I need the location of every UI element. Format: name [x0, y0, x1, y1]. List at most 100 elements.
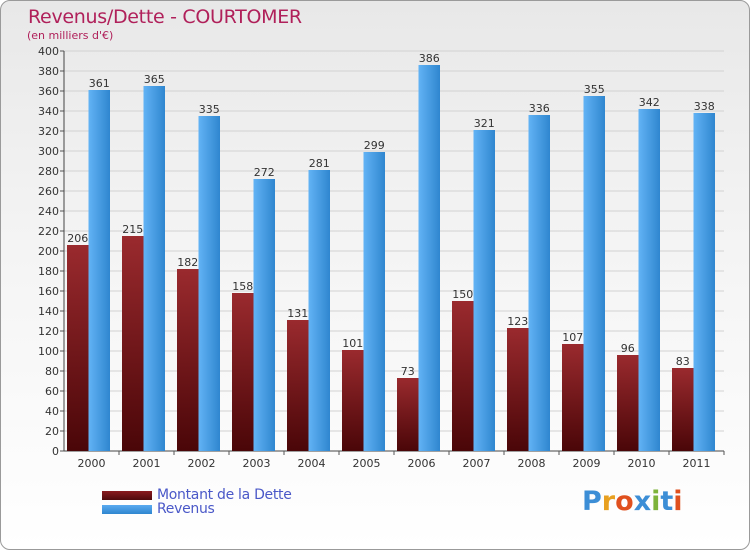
legend-label-revenue: Revenus [157, 501, 215, 517]
y-tick-label: 80 [45, 365, 59, 378]
y-tick-label: 340 [38, 105, 59, 118]
data-label-debt: 73 [401, 365, 415, 378]
bar-revenue [528, 115, 550, 451]
x-tick-label: 2001 [133, 457, 161, 470]
data-label-debt: 158 [232, 280, 253, 293]
y-tick-label: 260 [38, 185, 59, 198]
bar-revenue [198, 116, 220, 451]
data-label-debt: 182 [177, 256, 198, 269]
y-tick-label: 400 [38, 45, 59, 58]
y-tick-label: 20 [45, 425, 59, 438]
y-tick-label: 380 [38, 65, 59, 78]
legend-swatch-revenue [102, 504, 152, 514]
y-tick-label: 200 [38, 245, 59, 258]
data-label-debt: 131 [287, 307, 308, 320]
x-tick-label: 2004 [298, 457, 326, 470]
data-label-revenue: 355 [584, 83, 605, 96]
data-label-debt: 206 [67, 232, 88, 245]
bar-debt [232, 293, 254, 451]
data-label-revenue: 342 [639, 96, 660, 109]
y-tick-label: 180 [38, 265, 59, 278]
bar-revenue [693, 113, 715, 451]
bar-debt [287, 320, 309, 451]
y-tick-label: 280 [38, 165, 59, 178]
x-tick-label: 2010 [628, 457, 656, 470]
data-label-debt: 150 [452, 288, 473, 301]
y-tick-label: 60 [45, 385, 59, 398]
data-label-revenue: 272 [254, 166, 275, 179]
data-label-revenue: 365 [144, 73, 165, 86]
bar-revenue [638, 109, 660, 451]
logo-letter: t [660, 486, 674, 517]
bar-debt [562, 344, 584, 451]
bar-debt [122, 236, 144, 451]
y-tick-label: 220 [38, 225, 59, 238]
data-label-debt: 101 [342, 337, 363, 350]
logo-letter: i [651, 486, 661, 517]
bar-debt [617, 355, 639, 451]
bar-revenue [143, 86, 165, 451]
y-tick-label: 0 [52, 445, 59, 458]
legend-label-debt: Montant de la Dette [157, 487, 292, 503]
y-tick-label: 100 [38, 345, 59, 358]
x-tick-label: 2002 [188, 457, 216, 470]
logo-letter: x [633, 486, 652, 517]
data-label-debt: 83 [676, 355, 690, 368]
bar-revenue [363, 152, 385, 451]
x-tick-label: 2007 [463, 457, 491, 470]
y-tick-label: 240 [38, 205, 59, 218]
data-label-revenue: 386 [419, 52, 440, 65]
data-label-revenue: 361 [89, 77, 110, 90]
data-label-revenue: 336 [529, 102, 550, 115]
logo-letter: i [673, 486, 683, 517]
data-label-revenue: 299 [364, 139, 385, 152]
bar-debt [67, 245, 89, 451]
bar-debt [452, 301, 474, 451]
data-label-revenue: 281 [309, 157, 330, 170]
y-tick-label: 40 [45, 405, 59, 418]
y-tick-label: 140 [38, 305, 59, 318]
logo-letter: r [601, 486, 616, 517]
logo-letter: o [615, 486, 634, 517]
bar-debt [397, 378, 419, 451]
bar-revenue [308, 170, 330, 451]
x-tick-label: 2005 [353, 457, 381, 470]
bar-revenue [418, 65, 440, 451]
logo-letter: P [582, 486, 602, 517]
chart-legend: Montant de la Dette Revenus [102, 487, 292, 517]
y-tick-label: 120 [38, 325, 59, 338]
data-label-debt: 96 [621, 342, 635, 355]
bar-debt [342, 350, 364, 451]
chart-subtitle: (en milliers d'€) [27, 29, 114, 42]
x-tick-label: 2006 [408, 457, 436, 470]
y-tick-label: 300 [38, 145, 59, 158]
bar-revenue [583, 96, 605, 451]
bar-debt [177, 269, 199, 451]
proxiti-logo: Proxiti [582, 486, 683, 517]
x-tick-label: 2009 [573, 457, 601, 470]
x-tick-label: 2003 [243, 457, 271, 470]
legend-swatch-debt [102, 490, 152, 500]
bar-revenue [253, 179, 275, 451]
bar-revenue [473, 130, 495, 451]
legend-item-debt: Montant de la Dette [102, 487, 292, 503]
x-tick-label: 2000 [78, 457, 106, 470]
data-label-revenue: 335 [199, 103, 220, 116]
bar-debt [672, 368, 694, 451]
data-label-debt: 123 [507, 315, 528, 328]
x-tick-label: 2008 [518, 457, 546, 470]
data-label-revenue: 338 [694, 100, 715, 113]
chart-title: Revenus/Dette - COURTOMER [28, 6, 302, 28]
bar-debt [507, 328, 529, 451]
y-tick-label: 160 [38, 285, 59, 298]
data-label-debt: 215 [122, 223, 143, 236]
legend-item-revenue: Revenus [102, 501, 292, 517]
data-label-debt: 107 [562, 331, 583, 344]
data-label-revenue: 321 [474, 117, 495, 130]
y-tick-label: 320 [38, 125, 59, 138]
x-tick-label: 2011 [683, 457, 711, 470]
y-tick-label: 360 [38, 85, 59, 98]
bar-revenue [88, 90, 110, 451]
